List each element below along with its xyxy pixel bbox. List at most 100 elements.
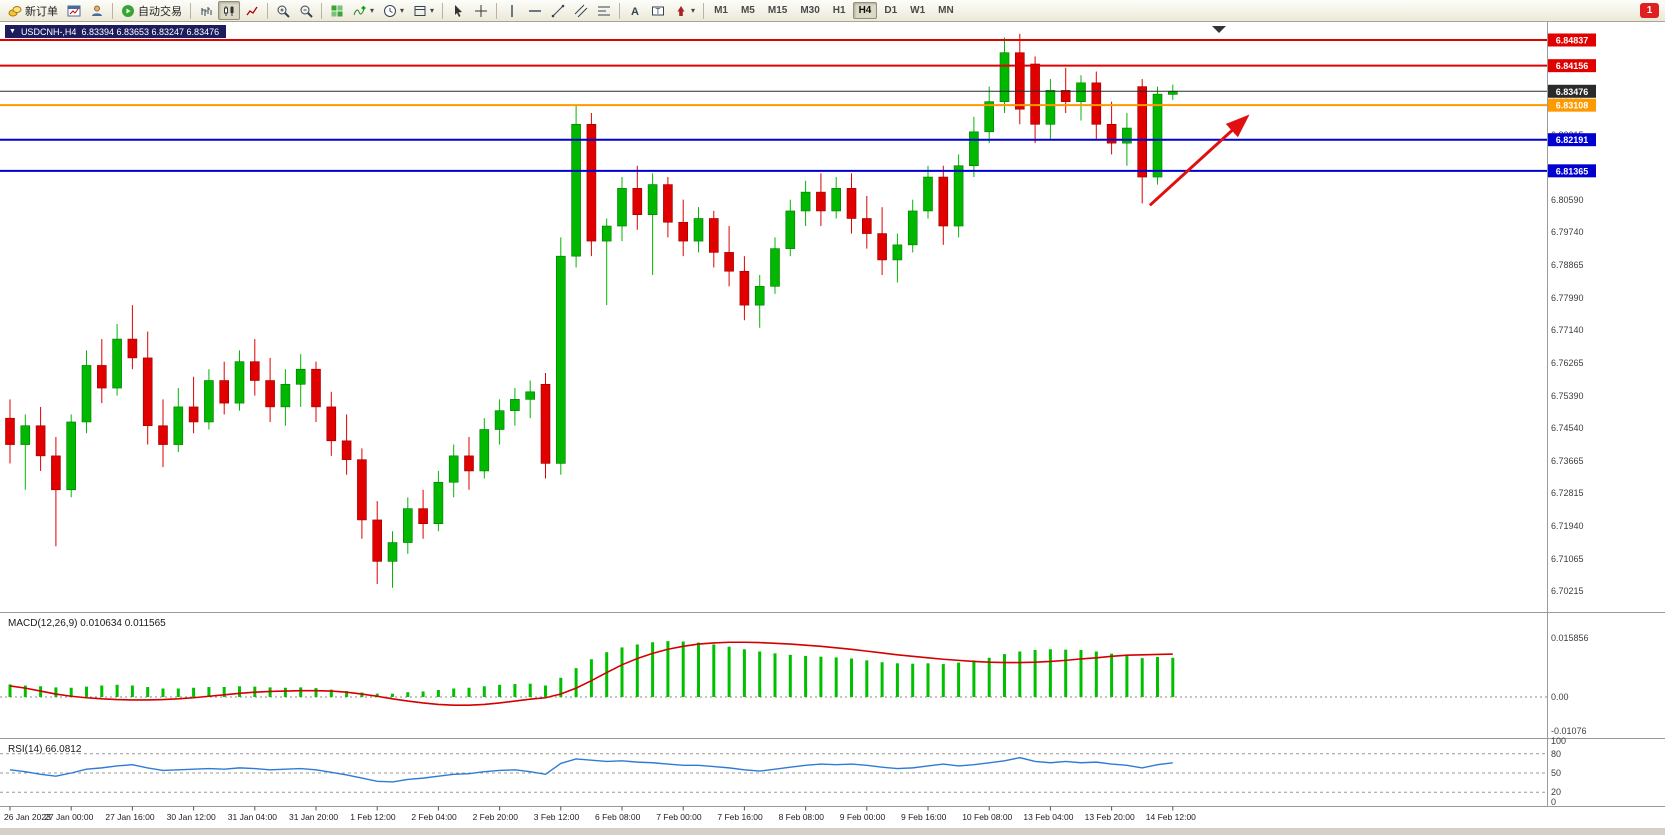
candle (372, 519, 383, 562)
chart-window: ▼ USDCNH-,H4 6.83394 6.83653 6.83247 6.8… (0, 22, 1665, 835)
chevron-down-icon: ▾ (400, 5, 405, 15)
rsi-axis-label: 50 (1551, 768, 1561, 778)
zoom-out-icon (299, 4, 313, 18)
candle (693, 218, 704, 242)
timeframe-h1-button[interactable]: H1 (827, 2, 852, 19)
candle (265, 380, 275, 408)
timeframe-m30-button[interactable]: M30 (794, 2, 825, 19)
timeframe-h4-button[interactable]: H4 (852, 2, 878, 19)
bar-chart-button[interactable] (195, 1, 217, 20)
macd-axis[interactable]: 0.015856 0.00 -0.01076 (1551, 633, 1589, 736)
candle (97, 365, 107, 389)
candle (280, 383, 291, 408)
zoom-in-button[interactable] (272, 1, 294, 20)
time-axis-label: 30 Jan 12:00 (167, 812, 216, 822)
timeframe-d1-button[interactable]: D1 (878, 2, 903, 19)
text-label-button[interactable]: T (647, 1, 669, 20)
macd-axis-label: 0.015856 (1551, 633, 1589, 643)
candle (387, 542, 398, 562)
candle (571, 123, 581, 257)
candle (525, 391, 536, 400)
candle (816, 191, 826, 212)
candle (250, 361, 260, 381)
candle (357, 459, 367, 521)
fibonacci-icon (597, 4, 611, 18)
price-level-badge-text: 6.83476 (1556, 87, 1589, 97)
candle (586, 123, 597, 242)
candle (647, 184, 658, 216)
timeframe-mn-button[interactable]: MN (932, 2, 960, 19)
auto-trading-button[interactable]: 自动交易 (117, 1, 186, 20)
price-level-badge-text: 6.84156 (1556, 61, 1589, 71)
horizontal-line-button[interactable] (524, 1, 546, 20)
candle (678, 221, 689, 242)
chart-window-title[interactable]: ▼ USDCNH-,H4 6.83394 6.83653 6.83247 6.8… (5, 25, 227, 38)
candlestick-chart-button[interactable] (218, 1, 240, 20)
time-axis-label: 10 Feb 08:00 (962, 812, 1012, 822)
candle (234, 361, 245, 404)
horizontal-line-icon (528, 4, 542, 18)
equidistant-channel-button[interactable] (570, 1, 592, 20)
toolbar-separator (267, 2, 268, 19)
timeframe-m15-button[interactable]: M15 (762, 2, 793, 19)
vertical-line-icon (505, 4, 519, 18)
trend-arrow-object[interactable] (1148, 114, 1250, 207)
line-chart-button[interactable] (241, 1, 263, 20)
candle (1137, 86, 1147, 178)
time-axis-label: 31 Jan 04:00 (228, 812, 277, 822)
notification-badge[interactable]: 1 (1640, 3, 1659, 18)
indicators-button[interactable]: ▾ (349, 1, 378, 20)
cursor-button[interactable] (447, 1, 469, 20)
text-label-icon: T (651, 4, 665, 18)
timeframe-m5-button[interactable]: M5 (735, 2, 761, 19)
timeframe-w1-button[interactable]: W1 (904, 2, 931, 19)
macd-label: MACD(12,26,9) 0.010634 0.011565 (8, 618, 166, 629)
fibonacci-button[interactable] (593, 1, 615, 20)
crosshair-button[interactable] (470, 1, 492, 20)
vertical-line-button[interactable] (501, 1, 523, 20)
candle (892, 244, 903, 261)
candle (785, 210, 796, 249)
time-axis-label: 1 Feb 12:00 (350, 812, 396, 822)
collapse-arrow-icon: ▼ (9, 28, 16, 35)
zoom-out-button[interactable] (295, 1, 317, 20)
toolbar-separator (619, 2, 621, 19)
svg-text:A: A (631, 6, 639, 18)
candle (1045, 90, 1056, 125)
arrows-shapes-button[interactable]: ▾ (670, 1, 699, 20)
tile-windows-button[interactable] (326, 1, 348, 20)
time-axis-label: 7 Feb 00:00 (656, 812, 702, 822)
candle (617, 188, 627, 227)
candle (846, 188, 857, 219)
candle (81, 365, 92, 423)
price-level-badge (1548, 164, 1596, 178)
profiles-button[interactable] (86, 1, 108, 20)
candle (204, 380, 214, 423)
price-level-badge-text: 6.82191 (1556, 135, 1589, 145)
chart-window-button[interactable] (63, 1, 85, 20)
toolbar-separator (703, 2, 705, 19)
candle (173, 406, 184, 445)
rsi-axis[interactable]: 100 80 50 200 (1551, 736, 1566, 807)
templates-button[interactable]: ▾ (409, 1, 438, 20)
periods-button[interactable]: ▾ (379, 1, 408, 20)
time-axis-label: 3 Feb 12:00 (534, 812, 580, 822)
chart-shift-marker[interactable] (1212, 26, 1226, 33)
chevron-down-icon: ▾ (430, 5, 435, 15)
price-axis-label: 6.79740 (1551, 227, 1584, 237)
price-chart: 6.840656.831906.823156.814406.805906.797… (0, 22, 1665, 835)
time-axis-label: 9 Feb 16:00 (901, 812, 947, 822)
periods-clock-icon (383, 4, 397, 18)
trendline-button[interactable] (547, 1, 569, 20)
chevron-down-icon: ▾ (370, 5, 375, 15)
chart-background (0, 22, 1665, 828)
candle (433, 481, 444, 524)
candle (219, 380, 229, 404)
svg-text:T: T (656, 7, 661, 16)
price-axis-label: 6.80590 (1551, 195, 1584, 205)
text-button[interactable]: A (624, 1, 646, 20)
new-order-button[interactable]: 新订单 (4, 1, 62, 20)
timeframe-m1-button[interactable]: M1 (708, 2, 734, 19)
toolbar-separator (112, 2, 113, 19)
